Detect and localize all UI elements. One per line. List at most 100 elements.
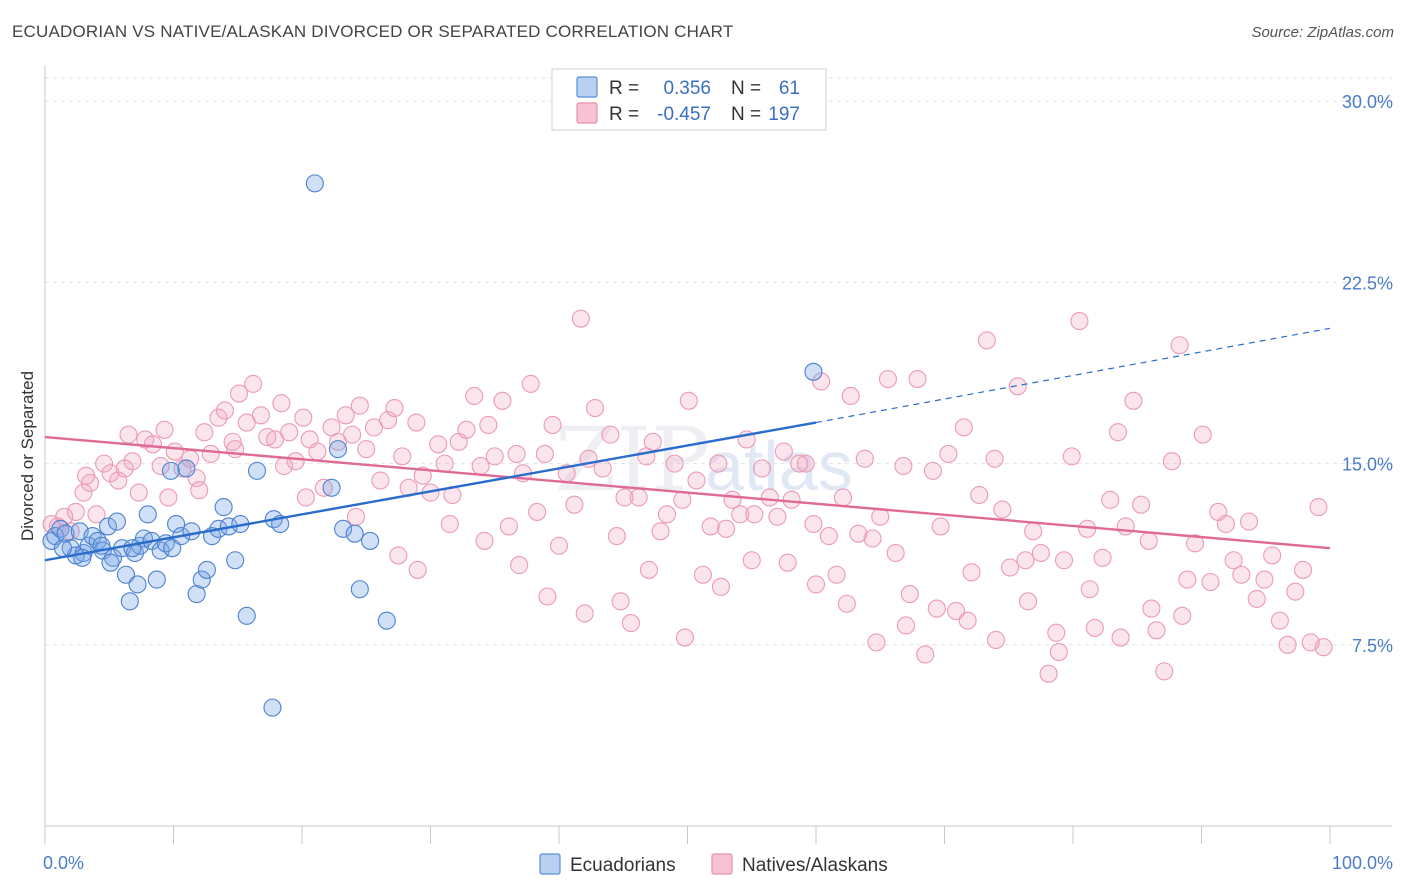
data-point-native xyxy=(1000,558,1020,577)
data-point-native xyxy=(101,464,120,483)
data-point-ecuadorian xyxy=(804,362,823,381)
gridlines xyxy=(45,77,1392,646)
data-point-native xyxy=(812,372,831,391)
data-point-native xyxy=(701,517,720,536)
chart-title: ECUADORIAN VS NATIVE/ALASKAN DIVORCED OR… xyxy=(12,22,734,41)
data-point-native xyxy=(1101,490,1120,509)
data-point-native xyxy=(679,391,698,410)
data-point-native xyxy=(538,587,557,606)
x-tick-label: 100.0% xyxy=(1332,853,1393,873)
axes xyxy=(44,65,1392,844)
data-point-native xyxy=(657,505,676,524)
data-point-native xyxy=(1293,560,1313,579)
data-point-ecuadorian xyxy=(214,498,233,517)
data-point-native xyxy=(272,394,291,413)
data-point-native xyxy=(855,449,874,468)
data-point-native xyxy=(296,488,315,507)
legend-r-label-2: R = xyxy=(609,104,639,125)
data-point-native xyxy=(687,471,706,490)
data-point-native xyxy=(440,514,459,534)
data-point-ecuadorian xyxy=(247,461,267,480)
data-point-native xyxy=(549,536,569,555)
data-point-native xyxy=(1173,606,1192,625)
data-point-native xyxy=(1232,565,1251,584)
data-point-native xyxy=(510,556,529,575)
data-point-native xyxy=(731,505,750,524)
data-point-native xyxy=(1016,551,1035,570)
data-point-native xyxy=(863,529,882,548)
data-point-native xyxy=(985,449,1004,468)
data-point-native xyxy=(947,601,966,621)
data-point-native xyxy=(1024,522,1043,541)
data-point-native xyxy=(716,519,736,538)
data-point-native xyxy=(673,490,692,509)
data-point-native xyxy=(916,645,935,664)
data-point-native xyxy=(229,384,249,403)
data-point-native xyxy=(336,406,355,425)
y-axis-title: Divorced or Separated xyxy=(18,371,37,541)
y-tick-labels: 7.5% 15.0% 22.5% 30.0% xyxy=(1342,92,1393,656)
data-point-ecuadorian xyxy=(138,505,157,524)
data-point-native xyxy=(1278,635,1297,654)
data-point-native xyxy=(629,488,648,507)
data-point-native xyxy=(621,614,641,633)
data-point-native xyxy=(1193,425,1212,444)
y-tick-label: 15.0% xyxy=(1342,455,1393,475)
data-point-native xyxy=(954,418,973,437)
data-point-native xyxy=(429,435,448,454)
data-point-native xyxy=(908,370,927,389)
legend-r-value-1: 0.356 xyxy=(663,78,711,99)
data-point-ecuadorian xyxy=(167,514,186,534)
data-point-native xyxy=(1116,517,1135,536)
legend-n-value-1: 61 xyxy=(779,78,800,99)
data-point-native xyxy=(1170,336,1189,355)
data-point-native xyxy=(1049,643,1068,662)
data-point-native xyxy=(507,444,526,464)
data-point-ecuadorian xyxy=(116,565,136,584)
data-point-native xyxy=(752,459,772,478)
data-point-native xyxy=(993,500,1012,519)
data-point-native xyxy=(457,420,476,439)
data-point-native xyxy=(493,391,512,410)
data-point-native xyxy=(1062,447,1081,466)
data-point-native xyxy=(1039,664,1058,683)
data-point-native xyxy=(849,524,868,543)
data-point-native xyxy=(521,374,540,393)
data-point-native xyxy=(190,481,209,500)
series-legend: Ecuadorians Natives/Alaskans xyxy=(539,853,888,876)
data-point-ecuadorian xyxy=(263,698,282,717)
data-point-native xyxy=(1008,377,1027,396)
data-point-native xyxy=(1085,618,1104,637)
data-point-ecuadorian xyxy=(98,517,118,536)
data-point-native xyxy=(364,418,384,437)
trend-line-ecuadorians xyxy=(44,421,817,562)
data-point-native xyxy=(413,466,432,485)
data-point-native xyxy=(571,309,590,328)
data-point-native xyxy=(927,599,946,618)
data-point-native xyxy=(357,440,376,459)
data-point-native xyxy=(151,456,170,476)
data-point-native xyxy=(346,507,366,526)
data-point-native xyxy=(837,594,856,613)
data-point-native xyxy=(675,628,694,647)
data-point-native xyxy=(878,370,898,389)
data-point-ecuadorian xyxy=(128,575,147,594)
data-point-native xyxy=(1139,531,1158,550)
data-point-native xyxy=(977,331,996,350)
data-point-ecuadorian xyxy=(51,519,70,538)
data-point-ecuadorian xyxy=(120,592,139,611)
data-point-native xyxy=(665,454,684,473)
data-point-native xyxy=(393,447,412,466)
data-point-native xyxy=(1255,570,1274,589)
data-point-ecuadorian xyxy=(101,553,120,572)
data-point-native xyxy=(601,425,620,444)
source-label: Source: ZipAtlas.com xyxy=(1251,24,1394,41)
data-point-native xyxy=(1070,312,1089,331)
legend-box xyxy=(551,68,827,131)
data-point-native xyxy=(693,565,712,584)
data-point-native xyxy=(806,575,826,594)
data-point-native xyxy=(87,505,106,524)
data-point-ecuadorian xyxy=(107,512,127,531)
data-point-native xyxy=(1018,592,1038,611)
